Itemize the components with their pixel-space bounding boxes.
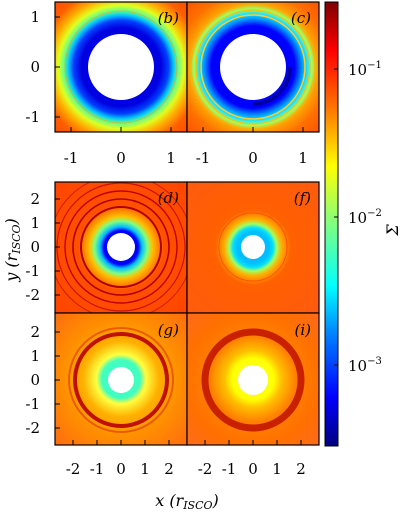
panel-label-i: (i) [294, 321, 311, 339]
x-axis-label: x (rISCO) [155, 491, 219, 512]
y-tick-low-3: 0 [30, 371, 40, 389]
colorbar: 10−1 10−2 10−3 Σ [324, 1, 402, 447]
x-tick-g-2: -1 [90, 460, 105, 478]
x-tick-c-3: 1 [298, 149, 308, 167]
x-tick-g-4: 1 [140, 460, 150, 478]
y-tick-low-4: -1 [25, 395, 40, 413]
y-tick-mid-5: -2 [25, 286, 40, 304]
x-tick-i-3: 0 [248, 460, 258, 478]
panel-c [187, 2, 319, 132]
panel-label-g: (g) [158, 321, 179, 339]
colorbar-label: Σ [383, 224, 402, 237]
top-row-axes: 1 0 -1 -1 0 1 -1 0 1 [25, 8, 307, 167]
bottom-block-axes: 2 1 0 -1 -2 2 1 0 -1 -2 -2 -1 0 1 2 -2 -… [25, 190, 305, 478]
panel-label-b: (b) [158, 9, 179, 27]
y-tick-top-3: -1 [25, 108, 40, 126]
y-axis-label: y (rISCO) [2, 218, 23, 283]
y-tick-top-1: 1 [30, 8, 40, 26]
x-tick-c-2: 0 [248, 149, 258, 167]
x-tick-b-3: 1 [166, 149, 176, 167]
y-tick-low-5: -2 [25, 419, 40, 437]
panel-label-f: (f) [294, 189, 311, 207]
colorbar-gradient [324, 1, 339, 447]
x-tick-i-4: 1 [272, 460, 282, 478]
colorbar-tick-2: 10−2 [348, 208, 382, 227]
x-tick-i-5: 2 [296, 460, 306, 478]
y-tick-top-2: 0 [30, 58, 40, 76]
x-tick-b-1: -1 [64, 149, 79, 167]
panel-label-d: (d) [158, 189, 179, 207]
y-tick-mid-4: -1 [25, 262, 40, 280]
panel-f [187, 182, 319, 313]
x-tick-g-1: -2 [66, 460, 81, 478]
colorbar-tick-3: 10−3 [348, 356, 382, 375]
y-tick-mid-3: 0 [30, 238, 40, 256]
x-tick-c-1: -1 [196, 149, 211, 167]
panel-g [55, 313, 187, 445]
x-tick-g-3: 0 [116, 460, 126, 478]
panel-b [55, 2, 187, 132]
y-tick-mid-2: 1 [30, 214, 40, 232]
y-tick-mid-1: 2 [30, 190, 40, 208]
panel-label-c: (c) [291, 9, 311, 27]
x-tick-i-1: -2 [198, 460, 213, 478]
panel-i [187, 313, 319, 445]
panel-d [55, 182, 187, 313]
x-tick-b-2: 0 [116, 149, 126, 167]
y-tick-low-1: 2 [30, 323, 40, 341]
y-tick-low-2: 1 [30, 347, 40, 365]
x-tick-g-5: 2 [164, 460, 174, 478]
colorbar-tick-1: 10−1 [348, 60, 382, 79]
x-tick-i-2: -1 [222, 460, 237, 478]
